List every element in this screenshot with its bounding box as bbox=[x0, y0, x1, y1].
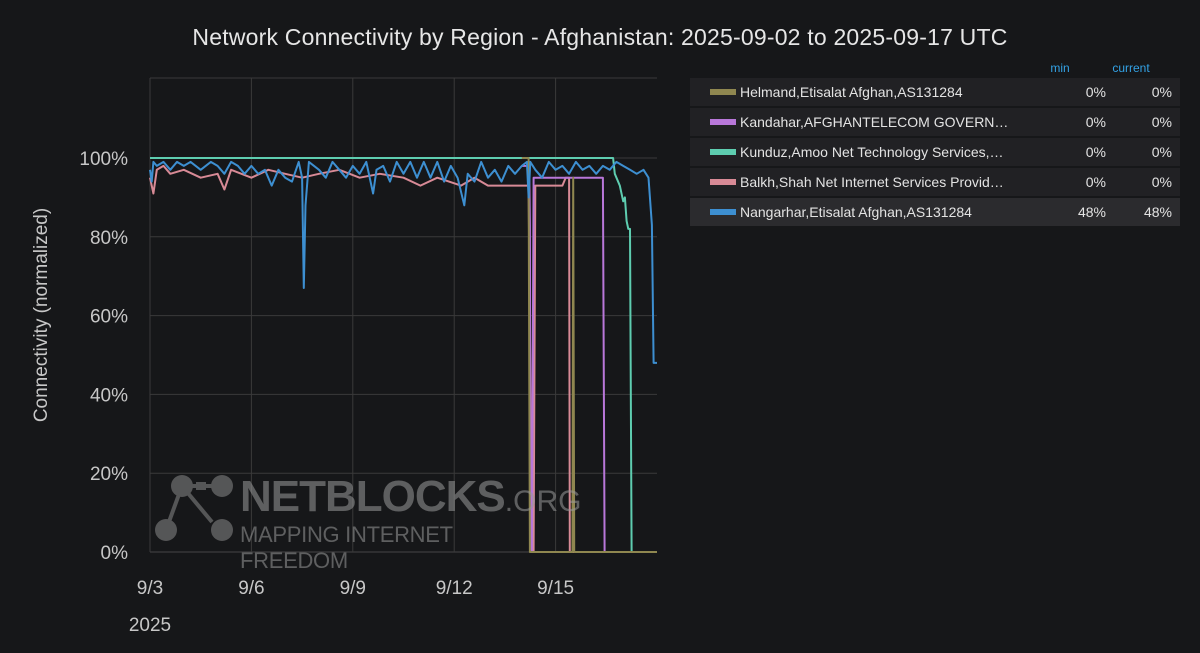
legend-series-name: Kandahar,AFGHANTELECOM GOVERN… bbox=[740, 114, 1009, 130]
legend-row[interactable]: Kandahar,AFGHANTELECOM GOVERN… 0% 0% bbox=[690, 108, 1180, 136]
legend-row[interactable]: Balkh,Shah Net Internet Services Provid…… bbox=[690, 168, 1180, 196]
y-axis-title: Connectivity (normalized) bbox=[31, 208, 52, 422]
x-tick-label: 9/12 bbox=[436, 578, 473, 599]
x-tick-label: 9/15 bbox=[537, 578, 574, 599]
legend-current-value: 0% bbox=[1151, 144, 1172, 160]
legend-rows: Helmand,Etisalat Afghan,AS131284 0% 0% Kand… bbox=[690, 78, 1180, 226]
legend-header: min current bbox=[690, 58, 1180, 78]
legend-min-value: 0% bbox=[1085, 174, 1106, 190]
legend-swatch bbox=[710, 179, 736, 185]
x-year-label: 2025 bbox=[129, 615, 171, 636]
x-tick-label: 9/3 bbox=[137, 578, 163, 599]
legend-series-name: Kunduz,Amoo Net Technology Services,… bbox=[740, 144, 1004, 160]
legend-series-name: Nangarhar,Etisalat Afghan,AS131284 bbox=[740, 204, 972, 220]
watermark-brand: NETBLOCKS.ORG bbox=[240, 472, 582, 521]
netblocks-watermark: NETBLOCKS.ORG MAPPING INTERNET FREEDOM bbox=[152, 472, 581, 573]
legend-series-name: Balkh,Shah Net Internet Services Provid… bbox=[740, 174, 1004, 190]
y-tick-label: 20% bbox=[90, 464, 128, 485]
legend-header-min[interactable]: min bbox=[1050, 61, 1070, 75]
legend-current-value: 48% bbox=[1143, 204, 1172, 220]
legend-table: min current Helmand,Etisalat Afghan,AS13… bbox=[690, 58, 1180, 228]
series-line bbox=[150, 157, 641, 553]
legend-row[interactable]: Kunduz,Amoo Net Technology Services,… 0% 0… bbox=[690, 138, 1180, 166]
watermark-tagline: MAPPING INTERNET FREEDOM bbox=[240, 522, 453, 573]
y-tick-label: 100% bbox=[79, 149, 128, 170]
legend-swatch bbox=[710, 89, 736, 95]
y-tick-label: 0% bbox=[101, 543, 129, 564]
legend-current-value: 0% bbox=[1151, 84, 1172, 100]
legend-swatch bbox=[710, 209, 736, 215]
legend-swatch bbox=[710, 119, 736, 125]
legend-current-value: 0% bbox=[1151, 174, 1172, 190]
legend-row[interactable]: Helmand,Etisalat Afghan,AS131284 0% 0% bbox=[690, 78, 1180, 106]
chart-title: Network Connectivity by Region - Afghani… bbox=[192, 24, 1008, 50]
x-tick-label: 9/6 bbox=[238, 578, 264, 599]
legend-header-current[interactable]: current bbox=[1112, 61, 1150, 75]
netblocks-logo-icon bbox=[155, 475, 233, 541]
legend-min-value: 0% bbox=[1085, 144, 1106, 160]
y-tick-label: 60% bbox=[90, 307, 128, 328]
legend-min-value: 0% bbox=[1085, 114, 1106, 130]
legend-min-value: 0% bbox=[1085, 84, 1106, 100]
series-line bbox=[149, 160, 657, 364]
y-tick-label: 40% bbox=[90, 385, 128, 406]
legend-min-value: 48% bbox=[1077, 204, 1106, 220]
legend-swatch bbox=[710, 149, 736, 155]
x-tick-label: 9/9 bbox=[340, 578, 366, 599]
legend-row[interactable]: Nangarhar,Etisalat Afghan,AS131284 48% 48% bbox=[690, 198, 1180, 226]
legend-current-value: 0% bbox=[1151, 114, 1172, 130]
series-line bbox=[149, 164, 607, 553]
y-tick-label: 80% bbox=[90, 228, 128, 249]
legend-series-name: Helmand,Etisalat Afghan,AS131284 bbox=[740, 84, 963, 100]
